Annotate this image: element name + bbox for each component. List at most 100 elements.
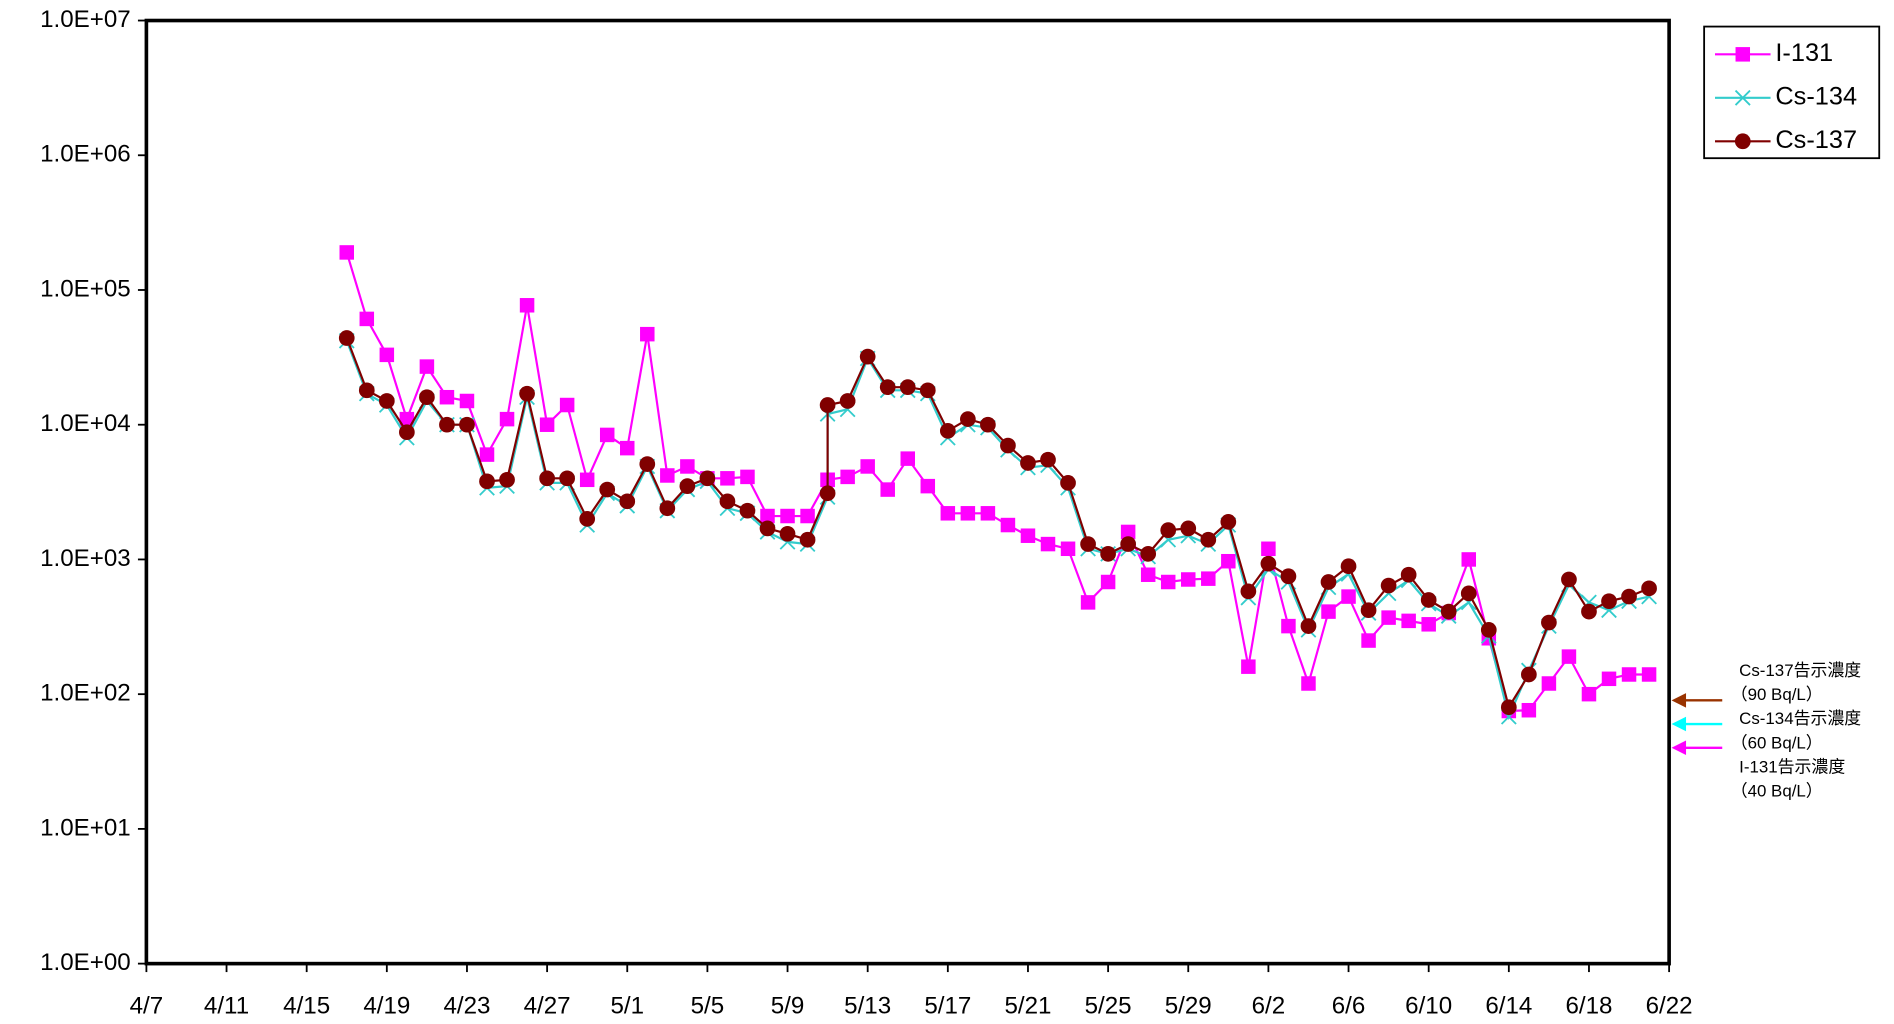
marker (1561, 571, 1577, 588)
marker (1621, 588, 1637, 605)
marker (780, 508, 795, 524)
y-tick-label: 1.0E+07 (40, 6, 131, 33)
marker (1521, 702, 1537, 718)
marker (1221, 553, 1236, 569)
marker (1500, 699, 1517, 716)
marker (960, 411, 976, 427)
x-tick-label: 6/2 (1252, 992, 1286, 1019)
marker (379, 347, 395, 363)
x-tick-label: 4/23 (443, 992, 490, 1019)
marker (879, 379, 896, 396)
marker (1280, 568, 1297, 585)
marker (1541, 676, 1557, 691)
y-tick-label: 1.0E+03 (40, 545, 131, 572)
reference-arrowhead (1671, 693, 1687, 708)
marker (1601, 671, 1617, 687)
marker (599, 481, 616, 498)
marker (1561, 649, 1577, 664)
legend: I-131 Cs-134 Cs-137 (1703, 25, 1881, 160)
marker (640, 326, 655, 342)
marker (1040, 451, 1056, 468)
legend-frame (1703, 25, 1881, 160)
marker (539, 470, 555, 487)
marker (338, 330, 355, 346)
marker (800, 508, 815, 524)
legend-label: I-131 (1775, 39, 1833, 67)
marker (1381, 610, 1396, 625)
reference-note: （60 Bq/L） (1731, 733, 1823, 752)
marker (378, 393, 395, 409)
marker (1401, 613, 1416, 629)
marker (880, 482, 895, 497)
marker (1180, 520, 1197, 537)
marker (1734, 133, 1751, 150)
x-tick-label: 5/17 (924, 992, 971, 1019)
marker (1621, 667, 1637, 682)
reference-arrowhead (1671, 716, 1687, 732)
x-tick-label: 5/25 (1085, 992, 1132, 1019)
y-tick-label: 1.0E+04 (40, 410, 131, 437)
marker (1420, 592, 1437, 608)
marker (1100, 574, 1116, 590)
marker (1380, 577, 1397, 594)
marker (1281, 618, 1296, 634)
marker (1341, 589, 1356, 604)
marker (559, 470, 575, 487)
marker (419, 389, 435, 406)
marker (519, 298, 535, 313)
reference-label: I-131告示濃度 (1739, 757, 1845, 776)
marker (1400, 566, 1417, 583)
marker (1201, 571, 1216, 586)
x-tick-label: 6/18 (1565, 992, 1612, 1019)
marker (839, 393, 856, 409)
marker (720, 471, 735, 486)
marker (1541, 614, 1557, 631)
x-tick-label: 5/13 (844, 992, 891, 1019)
marker (719, 493, 736, 510)
legend-label: Cs-134 (1775, 83, 1857, 111)
marker (1120, 536, 1136, 552)
marker (759, 520, 776, 537)
marker (439, 389, 455, 405)
marker (339, 245, 354, 260)
series (338, 330, 1657, 716)
y-tick-label: 1.0E+02 (40, 680, 131, 707)
marker (639, 456, 656, 472)
marker (1360, 602, 1377, 619)
marker (399, 424, 415, 441)
reference-note: （90 Bq/L） (1731, 685, 1823, 704)
marker (399, 411, 415, 427)
marker (1020, 528, 1036, 543)
marker (1601, 593, 1617, 610)
x-tick-label: 4/7 (130, 992, 164, 1019)
marker (739, 502, 756, 519)
marker (1321, 604, 1336, 619)
x-tick-label: 6/14 (1485, 992, 1532, 1019)
marker (799, 531, 816, 548)
marker (1581, 603, 1597, 620)
x-tick-label: 4/27 (524, 992, 571, 1019)
marker (459, 393, 475, 409)
marker (1200, 531, 1217, 548)
marker (419, 359, 435, 374)
marker (1000, 437, 1016, 454)
marker (359, 311, 375, 327)
marker (1641, 667, 1657, 682)
x-tick-label: 6/6 (1332, 992, 1366, 1019)
marker (740, 469, 755, 485)
y-tick-label: 1.0E+05 (40, 275, 131, 302)
x-tick-label: 5/1 (610, 992, 644, 1019)
marker (819, 485, 836, 502)
legend-label: Cs-137 (1775, 126, 1857, 154)
marker (499, 411, 515, 427)
marker (1080, 595, 1096, 610)
marker (760, 508, 775, 524)
marker (539, 417, 555, 432)
x-tick-label: 5/5 (691, 992, 725, 1019)
marker (1220, 514, 1237, 530)
marker (1421, 617, 1436, 632)
marker (1100, 546, 1116, 562)
marker (1361, 633, 1376, 648)
marker (1300, 618, 1317, 634)
